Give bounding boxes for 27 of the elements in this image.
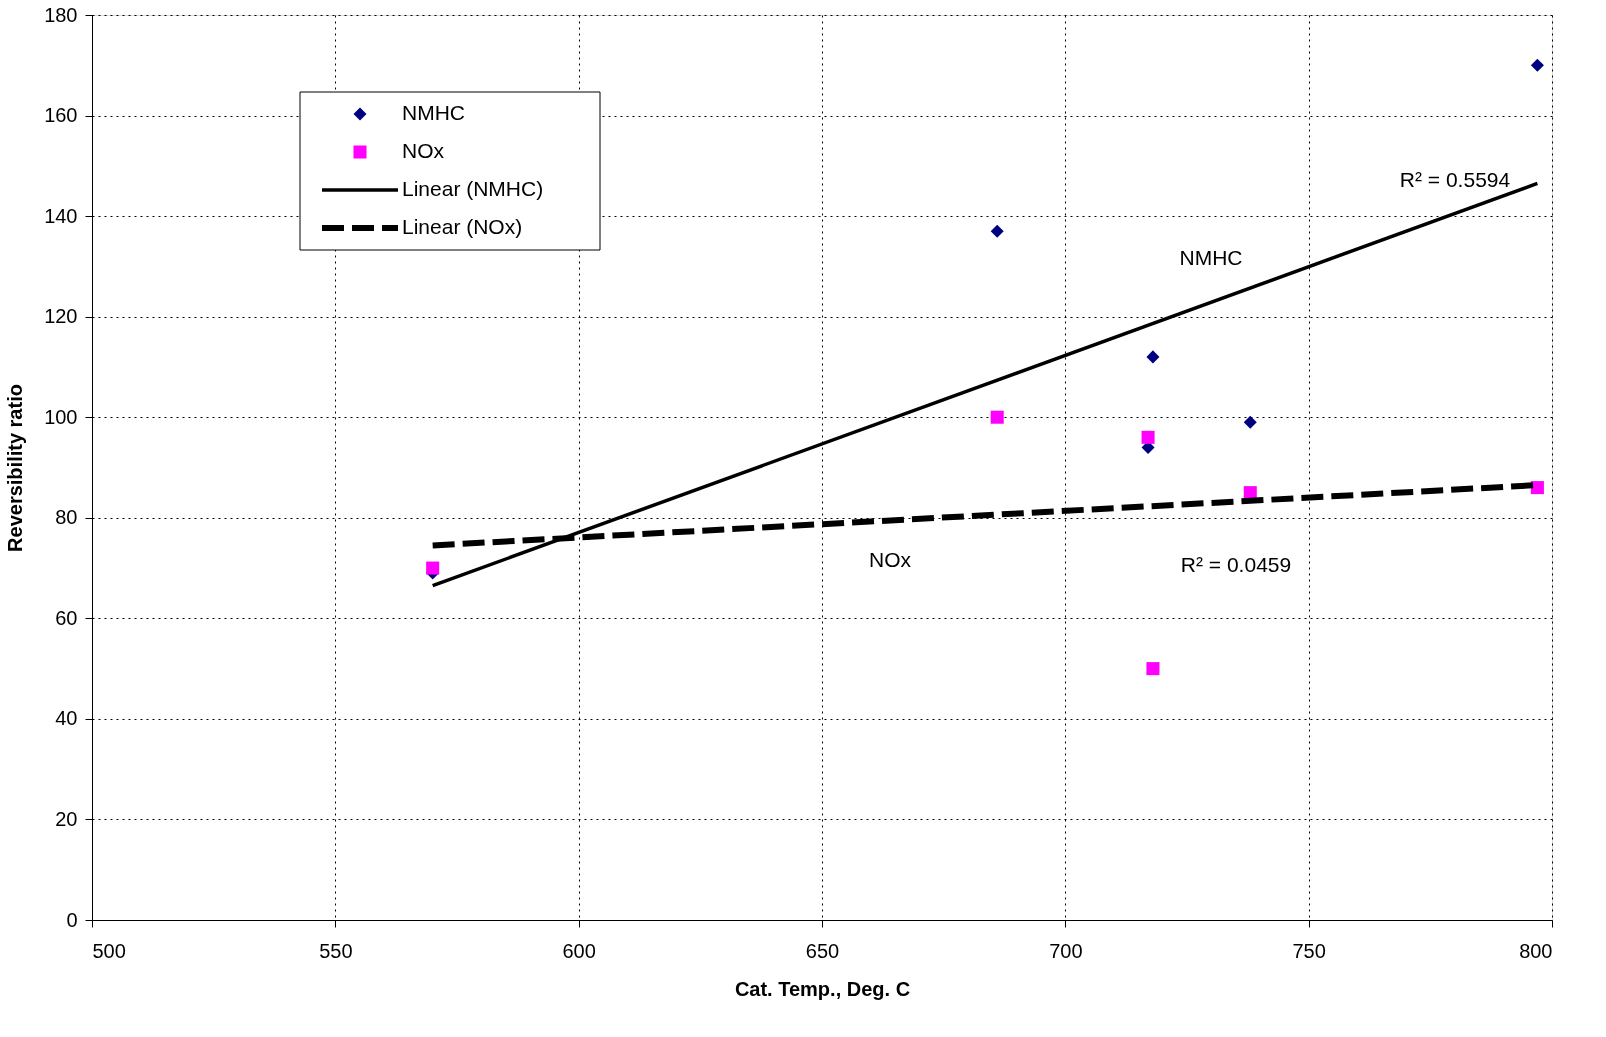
y-tick-label: 80 bbox=[55, 506, 78, 529]
legend-label: NMHC bbox=[402, 101, 465, 124]
x-tick-label: 650 bbox=[805, 939, 840, 962]
y-tick-label: 60 bbox=[55, 606, 78, 629]
x-axis-title: Cat. Temp., Deg. C bbox=[734, 977, 911, 1000]
x-tick-label: 500 bbox=[92, 939, 126, 962]
x-tick-label: 800 bbox=[1519, 939, 1553, 962]
y-tick-label: 120 bbox=[44, 305, 78, 328]
y-tick-label: 180 bbox=[44, 3, 78, 26]
x-tick-label: 700 bbox=[1049, 939, 1083, 962]
y-tick-label: 140 bbox=[44, 204, 78, 227]
y-tick-label: 0 bbox=[66, 908, 78, 931]
annotation: R² = 0.0459 bbox=[1180, 553, 1292, 576]
y-tick-label: 100 bbox=[44, 405, 78, 428]
x-tick-label: 750 bbox=[1292, 939, 1326, 962]
y-tick-label: 160 bbox=[44, 104, 78, 127]
y-axis-title: Reversibility ratio bbox=[4, 384, 27, 552]
legend-label: NOx bbox=[402, 139, 445, 162]
x-tick-label: 550 bbox=[319, 939, 353, 962]
y-tick-label: 40 bbox=[55, 707, 78, 730]
legend-label: Linear (NOx) bbox=[402, 215, 523, 238]
annotation: NOx bbox=[869, 548, 912, 571]
annotation: R² = 0.5594 bbox=[1399, 168, 1511, 191]
x-tick-label: 600 bbox=[562, 939, 596, 962]
y-tick-label: 20 bbox=[55, 807, 78, 830]
legend-label: Linear (NMHC) bbox=[402, 177, 544, 200]
annotation: NMHC bbox=[1179, 246, 1243, 269]
